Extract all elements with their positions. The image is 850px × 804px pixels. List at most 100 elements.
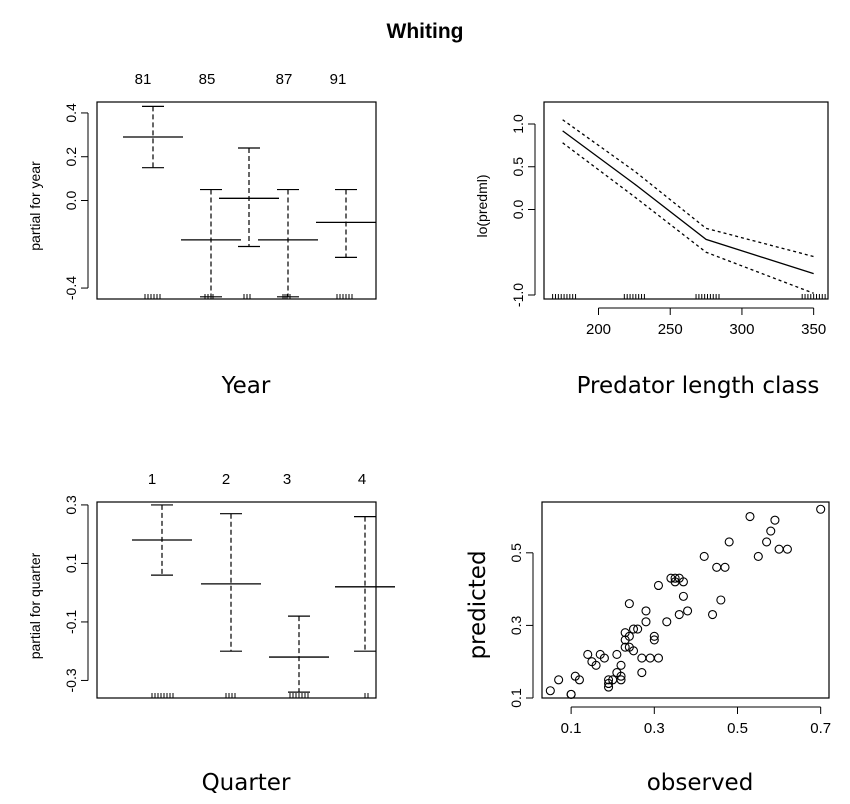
level-label: 91	[330, 71, 347, 88]
length-ylabel: lo(predml)	[474, 174, 490, 237]
level-label: 1	[148, 471, 156, 488]
data-point	[624, 599, 634, 609]
data-point	[670, 573, 680, 583]
data-point	[782, 544, 792, 554]
data-point	[678, 577, 688, 587]
y-tick-label: 0.1	[63, 553, 79, 573]
length-xlabel: Predator length class	[577, 373, 820, 399]
y-tick-label: 0.1	[508, 688, 524, 708]
data-point	[653, 580, 664, 591]
data-point	[716, 595, 726, 605]
level-label: 3	[283, 471, 291, 488]
data-point	[641, 606, 651, 616]
data-point	[699, 551, 709, 561]
y-tick-label: 0.0	[63, 191, 79, 211]
data-point	[633, 624, 643, 634]
y-tick-label: -0.3	[63, 668, 79, 692]
data-point	[574, 675, 584, 685]
data-point	[712, 562, 722, 572]
data-point	[645, 653, 655, 663]
plot-frame	[543, 101, 829, 300]
quarter-ylabel: partial for quarter	[27, 552, 43, 659]
length-smooth-plot: Predator length class lo(predml) -1.0 0.0…	[474, 101, 829, 399]
data-point	[554, 675, 564, 685]
data-point	[745, 511, 755, 522]
data-point	[566, 689, 576, 699]
data-point	[616, 675, 626, 685]
y-tick-label: 0.4	[63, 103, 79, 123]
data-point	[591, 660, 601, 670]
data-point	[612, 649, 622, 659]
y-tick-label: 0.2	[63, 147, 79, 167]
data-point	[707, 609, 718, 620]
upper-band-line	[562, 119, 814, 258]
plot-frame	[541, 501, 830, 699]
y-tick-label: 0.3	[63, 495, 79, 515]
x-tick-label: 0.1	[561, 720, 582, 737]
x-tick-label: 0.7	[810, 720, 831, 737]
data-point	[762, 537, 772, 547]
y-tick-label: 1.0	[510, 114, 526, 134]
quarter-partial-plot: Quarter partial for quarter -0.3 -0.1 0.1 0…	[27, 471, 395, 796]
data-point	[674, 609, 684, 620]
level-label: 81	[135, 71, 152, 88]
data-point	[604, 675, 614, 685]
data-point	[624, 631, 634, 641]
data-point	[637, 653, 647, 663]
quarter-xlabel: Quarter	[202, 770, 291, 796]
y-tick-label: -0.1	[63, 610, 79, 634]
x-tick-label: 300	[729, 321, 754, 338]
data-point	[770, 515, 780, 525]
level-label: 87	[276, 71, 293, 88]
x-tick-label: 0.3	[644, 720, 665, 737]
y-tick-label: 0.0	[510, 200, 526, 220]
data-point	[766, 526, 776, 536]
data-point	[599, 653, 609, 663]
fit-line	[562, 130, 814, 275]
plot-frame	[96, 101, 377, 300]
data-point	[753, 551, 763, 561]
x-tick-label: 250	[658, 321, 683, 338]
x-tick-label: 0.5	[727, 720, 748, 737]
year-ylabel: partial for year	[27, 161, 43, 251]
data-point	[628, 646, 639, 656]
y-tick-label: 0.5	[508, 543, 524, 563]
data-point	[720, 562, 730, 572]
data-point	[637, 668, 647, 678]
level-label: 2	[222, 471, 230, 488]
level-label: 4	[358, 471, 366, 488]
y-tick-label: -1.0	[510, 283, 526, 307]
year-xlabel: Year	[221, 373, 271, 399]
year-partial-plot: Year partial for year -0.4 0.0 0.2 0.4 81 85 8…	[27, 71, 377, 399]
observed-predicted-scatter: observed predicted 0.1 0.3 0.5 0.1 0.3 0.5 0.7	[465, 501, 831, 796]
data-point	[678, 591, 688, 601]
plot-frame	[96, 501, 377, 699]
y-tick-label: -0.4	[63, 276, 79, 300]
figure-title: Whiting	[387, 20, 464, 43]
data-point	[724, 537, 734, 547]
data-point	[583, 649, 593, 659]
data-point	[620, 642, 630, 652]
scatter-xlabel: observed	[647, 770, 754, 796]
y-tick-label: 0.5	[510, 157, 526, 177]
data-point	[616, 660, 626, 670]
x-tick-label: 350	[801, 321, 826, 338]
data-point	[604, 682, 614, 692]
data-point	[649, 635, 659, 645]
data-point	[683, 606, 693, 616]
data-point	[649, 631, 659, 641]
data-point	[641, 617, 651, 627]
data-point	[662, 617, 672, 627]
data-point	[653, 653, 664, 663]
data-point	[774, 544, 784, 554]
data-point	[816, 504, 826, 514]
data-point	[628, 624, 639, 634]
data-point	[616, 671, 626, 681]
data-point	[545, 686, 555, 696]
scatter-ylabel: predicted	[465, 550, 491, 659]
lower-band-line	[562, 142, 814, 294]
y-tick-label: 0.3	[508, 615, 524, 635]
level-label: 85	[199, 71, 216, 88]
x-tick-label: 200	[586, 321, 611, 338]
